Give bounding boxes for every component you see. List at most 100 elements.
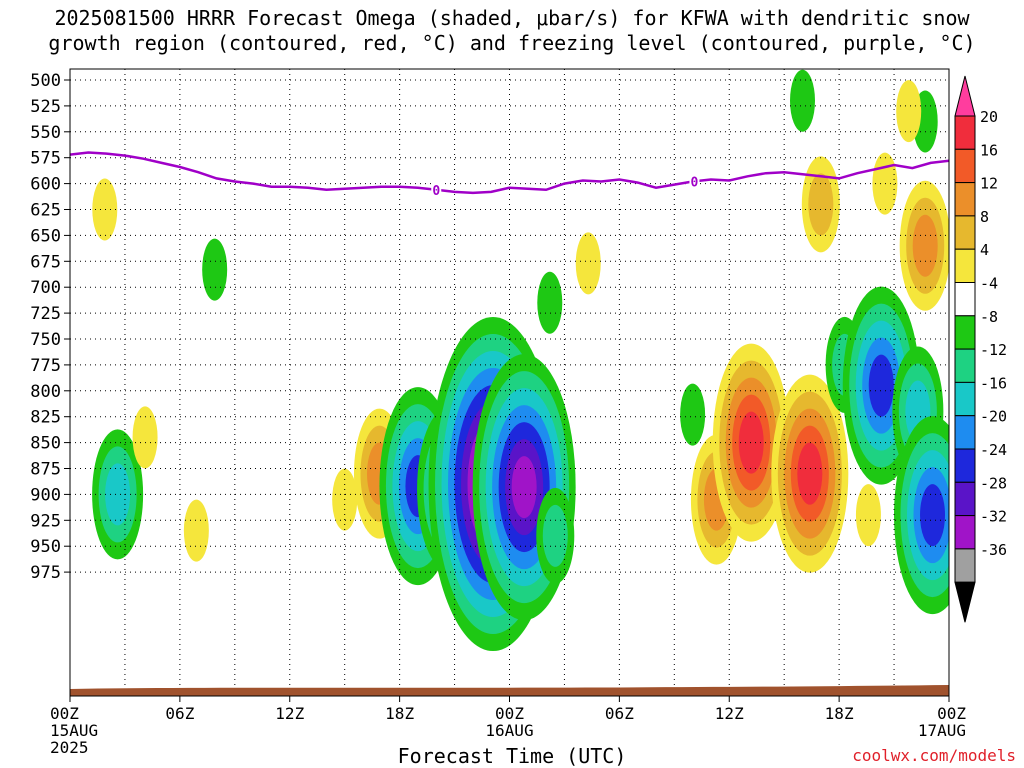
omega-contour--4 [202, 238, 228, 301]
colorbar-swatch [954, 148, 976, 184]
omega-contour-4 [855, 484, 881, 547]
colorbar-swatch [954, 215, 976, 250]
omega-contour--12 [105, 463, 131, 526]
x-tick-label: 12Z [275, 704, 304, 723]
colorbar-label: -8 [980, 308, 998, 326]
colorbar-swatch [954, 282, 976, 317]
y-tick-label: 900 [30, 485, 61, 505]
omega-contour-12 [912, 214, 938, 277]
y-tick-label: 650 [30, 226, 61, 246]
terrain-layer [70, 685, 949, 696]
colorbar-label: -28 [980, 474, 1007, 492]
y-axis: 500 525 550 575 600 625 650 675 700 725 750 775 800 8… [30, 71, 70, 583]
omega-contour-4 [132, 406, 158, 469]
omega-cell [899, 180, 949, 311]
omega-contour--28 [511, 456, 537, 519]
freezing-level-label: 0 [691, 176, 699, 191]
colorbar: 20 16 12 8 4 -4 -8 -12 -16 -20 -24 -28 -32 -36 [954, 75, 1007, 623]
x-axis-title: Forecast Time (UTC) [397, 744, 627, 768]
omega-cell [92, 178, 118, 241]
colorbar-swatch [954, 115, 976, 150]
y-tick-label: 800 [30, 382, 61, 402]
y-tick-label: 850 [30, 434, 61, 454]
omega-contour-4 [872, 152, 898, 215]
omega-cell [712, 343, 790, 542]
y-tick-label: 575 [30, 149, 61, 169]
y-tick-label: 550 [30, 123, 61, 143]
omega-contour-4 [183, 499, 209, 562]
credit-link[interactable]: coolwx.com/models [852, 746, 1016, 765]
y-tick-label: 725 [30, 304, 61, 324]
omega-contour-4 [92, 178, 118, 241]
omega-cell [575, 232, 601, 295]
omega-contour--4 [790, 69, 815, 132]
colorbar-swatch [954, 315, 976, 350]
colorbar-swatch [954, 248, 976, 283]
x-tick-label: 06Z [605, 704, 634, 723]
y-tick-label: 625 [30, 201, 61, 221]
omega-contour--4 [680, 383, 706, 446]
omega-cell [801, 156, 840, 253]
chart-title-line-1: 2025081500 HRRR Forecast Omega (shaded, … [54, 6, 970, 30]
x-tick-label: 00Z [937, 704, 966, 723]
omega-shading [92, 69, 949, 652]
omega-cell [896, 80, 922, 143]
colorbar-swatch [954, 415, 976, 450]
omega-cell [894, 416, 949, 615]
colorbar-label: 4 [980, 241, 989, 259]
omega-contour--20 [868, 354, 894, 417]
x-tick-label: 18Z [825, 704, 854, 723]
x-tick-label: 12Z [715, 704, 744, 723]
y-tick-label: 525 [30, 97, 61, 117]
y-tick-label: 700 [30, 278, 61, 298]
x-tick-sublabel: 2025 [50, 738, 89, 757]
x-tick-sublabel: 16AUG [485, 721, 533, 740]
chart-title: 2025081500 HRRR Forecast Omega (shaded, … [0, 6, 1024, 56]
x-tick-label: 00Z [50, 704, 79, 723]
omega-contour--8 [542, 504, 568, 567]
colorbar-swatch [954, 381, 976, 417]
omega-contour-4 [575, 232, 601, 295]
colorbar-label: 16 [980, 141, 998, 159]
omega-cell [790, 69, 815, 132]
colorbar-swatch [954, 515, 976, 550]
omega-cell [537, 271, 563, 334]
y-tick-label: 825 [30, 408, 61, 428]
omega-contour-20 [738, 411, 764, 474]
y-tick-label: 925 [30, 511, 61, 531]
y-tick-label: 950 [30, 537, 61, 557]
freezing-level-contour: 00 [70, 151, 949, 199]
omega-contour-8 [808, 173, 834, 236]
colorbar-label: 8 [980, 208, 989, 226]
contour-label-bg [431, 182, 442, 196]
omega-cell [536, 487, 575, 584]
x-tick-label: 06Z [165, 704, 194, 723]
colorbar-bottom-arrow [954, 581, 976, 623]
colorbar-label: -4 [980, 275, 998, 293]
x-tick-label: 00Z [495, 704, 524, 723]
omega-cell [771, 374, 849, 573]
y-tick-label: 675 [30, 252, 61, 272]
contour-label-bg [689, 174, 700, 188]
freezing-level-line [70, 151, 949, 195]
omega-contour-4 [896, 80, 922, 143]
omega-cell [202, 238, 228, 301]
terrain-fill [70, 685, 949, 696]
y-tick-label: 775 [30, 356, 61, 376]
colorbar-label: -36 [980, 541, 1007, 559]
colorbar-label: -12 [980, 341, 1007, 359]
colorbar-swatch [954, 348, 976, 383]
x-tick-sublabel: 17AUG [918, 721, 966, 740]
colorbar-label: -20 [980, 408, 1007, 426]
colorbar-label: -32 [980, 508, 1007, 526]
y-tick-label: 875 [30, 460, 61, 480]
colorbar-label: 12 [980, 175, 998, 193]
y-tick-label: 500 [30, 71, 61, 91]
colorbar-top-arrow [954, 75, 976, 117]
omega-cell [872, 152, 898, 215]
colorbar-swatch [954, 448, 976, 483]
y-tick-label: 975 [30, 563, 61, 583]
omega-contour--20 [920, 484, 946, 547]
x-tick-sublabel: 15AUG [50, 721, 98, 740]
